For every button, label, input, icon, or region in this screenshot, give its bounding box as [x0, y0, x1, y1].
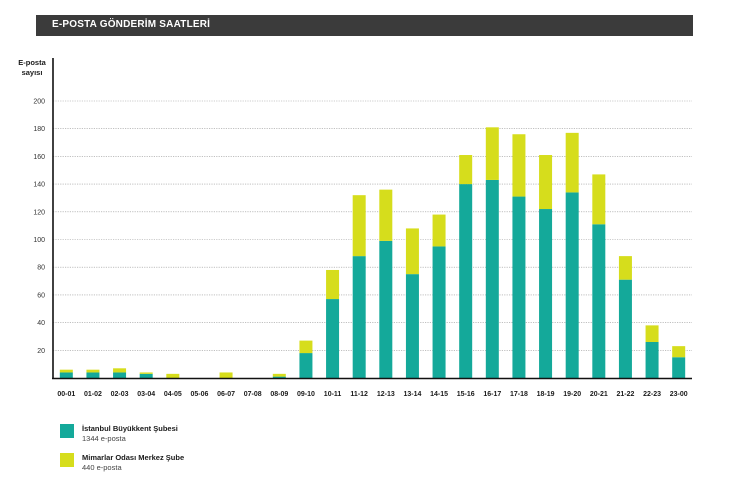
bar-mimarlar — [512, 134, 526, 197]
x-tick-label: 12-13 — [377, 391, 395, 398]
bar-mimarlar — [219, 372, 233, 378]
x-tick-label: 05-06 — [190, 391, 208, 398]
bar-istanbul — [672, 357, 686, 378]
bar-mimarlar — [672, 346, 686, 358]
bar-mimarlar — [645, 325, 659, 342]
bar-mimarlar — [139, 372, 153, 374]
bar-mimarlar — [432, 214, 446, 247]
y-tick-label: 100 — [33, 237, 45, 244]
y-tick-label: 60 — [37, 292, 45, 299]
bar-mimarlar — [272, 373, 286, 377]
x-tick-label: 04-05 — [164, 391, 182, 398]
bar-istanbul — [459, 184, 473, 378]
x-tick-label: 09-10 — [297, 391, 315, 398]
x-tick-label: 08-09 — [270, 391, 288, 398]
x-tick-label: 11-12 — [350, 391, 368, 398]
bar-mimarlar — [379, 189, 393, 241]
x-tick-label: 17-18 — [510, 391, 528, 398]
bar-istanbul — [512, 196, 526, 378]
bar-istanbul — [352, 256, 366, 378]
x-tick-label: 21-22 — [616, 391, 634, 398]
x-tick-label: 07-08 — [244, 391, 262, 398]
y-tick-label: 120 — [33, 209, 45, 216]
bar-mimarlar — [86, 369, 100, 373]
bar-mimarlar — [166, 373, 180, 378]
x-tick-label: 23-00 — [670, 391, 688, 398]
y-axis-label: E-posta sayısı — [18, 58, 46, 77]
y-tick-label: 40 — [37, 320, 45, 327]
x-tick-label: 00-01 — [57, 391, 75, 398]
y-tick-label: 200 — [33, 99, 45, 106]
bar-mimarlar — [299, 340, 313, 354]
legend-count-mimarlar: 440 e-posta — [82, 463, 122, 472]
x-tick-label: 01-02 — [84, 391, 102, 398]
x-tick-label: 06-07 — [217, 391, 235, 398]
bar-istanbul — [139, 373, 153, 378]
bar-mimarlar — [592, 174, 606, 225]
bar-mimarlar — [405, 228, 419, 275]
x-tick-label: 13-14 — [403, 391, 421, 398]
bar-istanbul — [405, 274, 419, 378]
bar-istanbul — [432, 246, 446, 378]
x-tick-label: 14-15 — [430, 391, 448, 398]
bar-istanbul — [113, 372, 127, 378]
bar-istanbul — [645, 341, 659, 378]
bar-mimarlar — [459, 155, 473, 185]
bar-mimarlar — [59, 369, 73, 373]
y-tick-label: 160 — [33, 154, 45, 161]
legend-name-mimarlar: Mimarlar Odası Merkez Şube — [82, 453, 185, 462]
bar-mimarlar — [326, 269, 340, 300]
legend-swatch-mimarlar — [60, 453, 74, 467]
legend-swatch-istanbul — [60, 424, 74, 438]
title-bar: E-POSTA GÖNDERİM SAATLERİ — [36, 15, 693, 36]
bar-istanbul — [86, 372, 100, 378]
x-tick-label: 16-17 — [483, 391, 501, 398]
bar-istanbul — [618, 279, 632, 378]
bar-istanbul — [565, 192, 579, 378]
bar-mimarlar — [352, 195, 366, 257]
bar-istanbul — [272, 376, 286, 378]
chart-title: E-POSTA GÖNDERİM SAATLERİ — [52, 19, 211, 30]
bar-istanbul — [485, 179, 499, 378]
x-tick-label: 22-23 — [643, 391, 661, 398]
y-tick-label: 140 — [33, 182, 45, 189]
bar-mimarlar — [539, 155, 553, 210]
y-tick-label: 180 — [33, 126, 45, 133]
bar-istanbul — [59, 372, 73, 378]
bar-mimarlar — [113, 368, 127, 373]
y-tick-label: 80 — [37, 265, 45, 272]
bar-mimarlar — [565, 132, 579, 193]
legend-name-istanbul: İstanbul Büyükkent Şubesi — [82, 424, 178, 433]
bar-istanbul — [379, 240, 393, 378]
bar-istanbul — [326, 299, 340, 378]
bar-mimarlar — [618, 256, 632, 280]
bar-istanbul — [592, 224, 606, 378]
x-tick-label: 18-19 — [537, 391, 555, 398]
x-tick-label: 20-21 — [590, 391, 608, 398]
legend-count-istanbul: 1344 e-posta — [82, 434, 126, 443]
bar-mimarlar — [485, 127, 499, 180]
x-tick-label: 19-20 — [563, 391, 581, 398]
x-tick-label: 10-11 — [324, 391, 342, 398]
x-tick-label: 03-04 — [137, 391, 155, 398]
x-tick-label: 15-16 — [457, 391, 475, 398]
bar-istanbul — [299, 353, 313, 378]
bar-istanbul — [539, 209, 553, 378]
x-tick-label: 02-03 — [111, 391, 129, 398]
y-tick-label: 20 — [37, 348, 45, 355]
